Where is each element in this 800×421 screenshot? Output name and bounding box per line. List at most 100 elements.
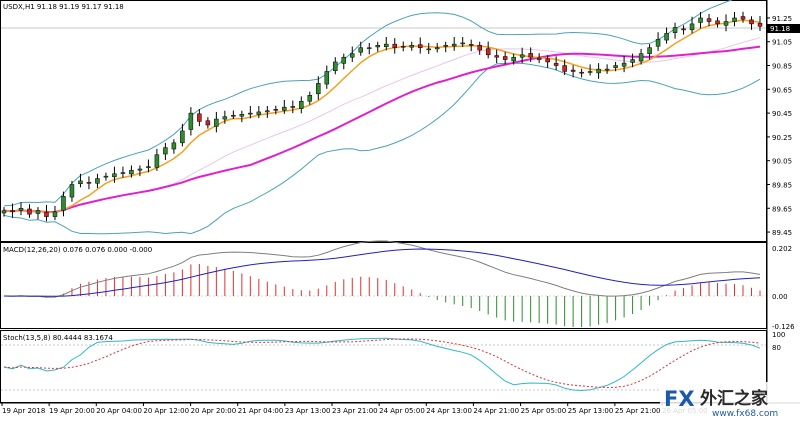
candle-body xyxy=(545,58,550,63)
candle xyxy=(757,16,763,32)
candle-body xyxy=(35,210,41,214)
candle-body xyxy=(307,95,313,102)
candle-body xyxy=(333,61,338,72)
candle xyxy=(197,109,202,127)
main-panel-frame xyxy=(0,0,767,242)
candle-body xyxy=(604,68,610,71)
candle xyxy=(10,203,15,218)
candle-body xyxy=(553,63,559,66)
ma-slow-line xyxy=(3,45,761,213)
candle-body xyxy=(672,27,678,33)
price-axis-label: 89.85 xyxy=(772,181,792,189)
time-axis-label: 23 Apr 21:00 xyxy=(332,407,378,415)
macd-axis-label: -0.126 xyxy=(772,323,795,331)
macd-axis: 0.202 0.00 -0.126 xyxy=(772,245,795,331)
macd-histogram xyxy=(11,263,761,328)
candle xyxy=(647,44,652,60)
candle-body xyxy=(265,110,270,113)
time-axis-label: 24 Apr 05:00 xyxy=(379,407,425,415)
candle xyxy=(341,53,347,70)
candle xyxy=(664,27,669,44)
candle-body xyxy=(681,28,686,31)
candle-body xyxy=(740,16,746,20)
candle-body xyxy=(630,59,635,63)
candle xyxy=(154,148,160,171)
candle-body xyxy=(95,178,100,184)
candle xyxy=(477,41,482,55)
candle xyxy=(231,110,236,120)
macd-lines xyxy=(3,240,761,298)
candle xyxy=(740,11,746,23)
candle xyxy=(553,56,559,71)
candle-body xyxy=(417,44,423,48)
candle xyxy=(146,159,151,173)
candle xyxy=(61,191,66,217)
candle xyxy=(350,46,355,62)
bollinger-middle-line xyxy=(3,37,761,213)
candle xyxy=(78,173,83,188)
macd-main-line xyxy=(3,240,761,298)
candle xyxy=(443,41,448,53)
candle-body xyxy=(69,184,75,198)
candle xyxy=(706,13,712,27)
candle xyxy=(316,76,321,100)
candle xyxy=(324,65,330,89)
price-axis-label: 91.25 xyxy=(772,15,792,23)
candle xyxy=(307,91,313,105)
candle-body xyxy=(350,53,355,58)
time-axis-label: 25 Apr 21:00 xyxy=(615,407,661,415)
candle-body xyxy=(180,130,185,144)
candle-body xyxy=(392,43,397,48)
candle-body xyxy=(638,53,644,62)
candle xyxy=(494,49,499,64)
candle xyxy=(689,16,695,34)
macd-signal-line xyxy=(3,248,761,297)
candle-body xyxy=(562,65,567,72)
candle xyxy=(519,47,525,64)
candle-body xyxy=(749,19,754,25)
candle-body xyxy=(239,114,245,117)
candle-body xyxy=(316,83,321,95)
candle-body xyxy=(112,173,117,178)
price-axis-label: 90.65 xyxy=(772,86,792,94)
candle-body xyxy=(502,56,508,60)
candle xyxy=(290,100,296,114)
candle xyxy=(536,53,542,64)
stoch-signal-line xyxy=(3,338,761,389)
candle-body xyxy=(647,47,652,54)
candle xyxy=(52,205,58,221)
watermark-logo: FX 外汇之家 www.fx68.com xyxy=(660,382,800,421)
candle xyxy=(698,12,703,29)
candle xyxy=(265,105,270,118)
candle xyxy=(69,180,75,202)
candle-body xyxy=(698,17,703,23)
candle-body xyxy=(273,109,279,111)
candle xyxy=(27,204,32,218)
candle xyxy=(18,202,24,216)
candle xyxy=(485,41,491,59)
candle xyxy=(562,59,567,76)
candle-body xyxy=(426,48,431,51)
candle-body xyxy=(282,106,287,111)
time-axis-label: 19 Apr 2018 xyxy=(2,407,45,415)
candle-body xyxy=(52,211,58,217)
ma-fast-line xyxy=(3,19,761,213)
time-axis-label: 21 Apr 04:00 xyxy=(238,407,284,415)
current-price-label: 91.18 xyxy=(770,25,790,33)
candle xyxy=(180,123,185,147)
candle-body xyxy=(689,23,695,31)
bollinger-upper-line xyxy=(3,0,733,207)
candle xyxy=(112,166,117,183)
candle xyxy=(400,41,406,52)
candle-body xyxy=(231,114,236,117)
time-axis-label: 19 Apr 20:00 xyxy=(49,407,95,415)
price-axis-label: 89.65 xyxy=(772,205,792,213)
candle-body xyxy=(409,45,414,48)
candle xyxy=(579,68,584,78)
candle xyxy=(468,39,474,52)
price-axis: 91.25 91.05 90.85 90.65 90.45 90.25 90.05 89.85… xyxy=(767,15,792,237)
candle-body xyxy=(78,180,83,185)
time-axis-label: 25 Apr 13:00 xyxy=(568,407,614,415)
